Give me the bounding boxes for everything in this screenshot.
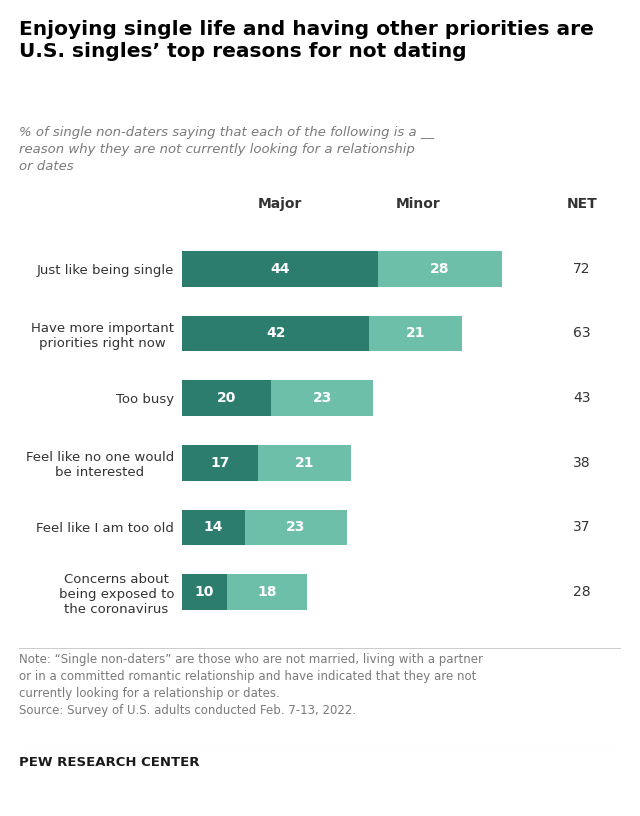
Text: 18: 18 <box>257 585 276 599</box>
Bar <box>258 445 351 481</box>
Text: 28: 28 <box>430 262 450 276</box>
Bar <box>369 316 462 351</box>
Text: 43: 43 <box>573 391 591 405</box>
Bar <box>182 445 258 481</box>
Bar <box>271 380 373 416</box>
Text: 72: 72 <box>573 262 591 276</box>
Text: % of single non-daters saying that each of the following is a __
reason why they: % of single non-daters saying that each … <box>19 126 435 174</box>
Bar <box>182 510 244 545</box>
Text: NET: NET <box>566 197 597 211</box>
Text: Major: Major <box>258 197 302 211</box>
Text: 20: 20 <box>217 391 237 405</box>
Text: 23: 23 <box>312 391 332 405</box>
Text: 21: 21 <box>406 326 425 340</box>
Text: 21: 21 <box>295 456 314 470</box>
Text: 63: 63 <box>573 326 591 340</box>
Text: 42: 42 <box>266 326 285 340</box>
Text: 17: 17 <box>211 456 230 470</box>
Text: 37: 37 <box>573 521 591 534</box>
Bar <box>244 510 347 545</box>
Bar <box>378 251 502 286</box>
Text: 14: 14 <box>204 521 223 534</box>
Bar <box>182 380 271 416</box>
Bar <box>182 251 378 286</box>
Text: Note: “Single non-daters” are those who are not married, living with a partner
o: Note: “Single non-daters” are those who … <box>19 653 483 716</box>
Text: 10: 10 <box>195 585 214 599</box>
Text: 38: 38 <box>573 456 591 470</box>
Text: Enjoying single life and having other priorities are
U.S. singles’ top reasons f: Enjoying single life and having other pr… <box>19 20 594 61</box>
Text: Minor: Minor <box>396 197 440 211</box>
Text: 44: 44 <box>270 262 290 276</box>
Text: 28: 28 <box>573 585 591 599</box>
Bar <box>182 574 227 610</box>
Bar <box>182 316 369 351</box>
Bar <box>227 574 307 610</box>
Text: PEW RESEARCH CENTER: PEW RESEARCH CENTER <box>19 756 200 769</box>
Text: 23: 23 <box>286 521 305 534</box>
